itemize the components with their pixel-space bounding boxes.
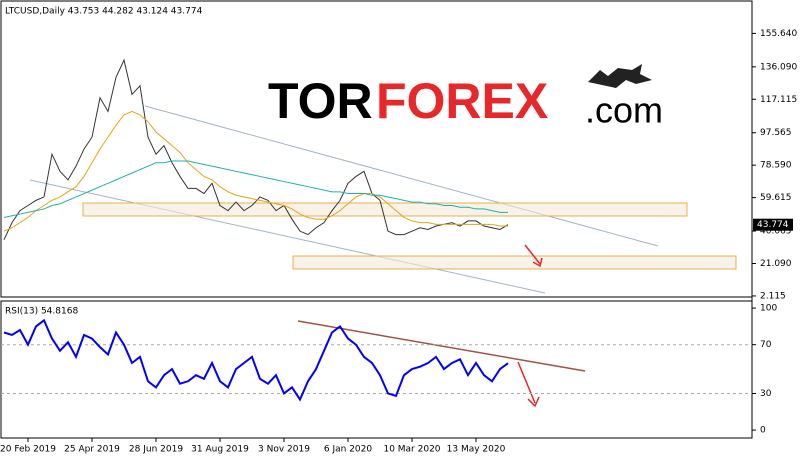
price-panel [0, 0, 753, 298]
logo-bull [588, 64, 652, 88]
x-tick-label: 31 Aug 2019 [191, 445, 249, 455]
y-tick-label: 21.090 [760, 259, 792, 269]
resistance-zone [82, 202, 688, 217]
trend-line [297, 320, 586, 372]
arrow [517, 361, 540, 408]
y-tick-label: 155.640 [760, 29, 797, 39]
x-tick-label: 28 Jun 2019 [129, 445, 183, 455]
series-line [3, 110, 508, 232]
y-tick-label: 0 [760, 426, 766, 436]
series-line [3, 58, 509, 240]
y-tick-label: 30 [760, 389, 772, 399]
price-box [753, 218, 793, 231]
y-tick-label: 2.115 [760, 291, 786, 301]
current-price: 43.774 [757, 220, 789, 230]
y-tick-label: 117.115 [760, 95, 797, 105]
x-tick-label: 10 Mar 2020 [383, 445, 440, 455]
arrow [524, 244, 543, 268]
x-tick-label: 6 Jan 2020 [324, 445, 372, 455]
price-header: LTCUSD,Daily 43.753 44.282 43.124 43.774 [5, 7, 203, 17]
y-tick-label: 59.615 [760, 193, 792, 203]
y-tick-label: 136.090 [760, 62, 797, 72]
x-tick-label: 20 Feb 2019 [0, 445, 56, 455]
channel-line [29, 179, 546, 294]
series-line [3, 318, 509, 402]
y-tick-label: 78.590 [760, 161, 792, 171]
logo-forex: FOREX [376, 73, 548, 129]
logo-tor: TOR [268, 73, 373, 129]
y-tick-label: 70 [760, 340, 772, 350]
y-tick-label: 100 [760, 304, 777, 314]
x-tick-label: 13 May 2020 [447, 445, 506, 455]
y-tick-label: 97.565 [760, 128, 792, 138]
series-line [3, 160, 508, 218]
rsi-header: RSI(13) 54.8168 [5, 307, 78, 317]
logo-com: .com [585, 90, 663, 131]
y-tick-label: 40.065 [760, 227, 792, 237]
x-tick-label: 25 Apr 2019 [64, 445, 120, 455]
channel-line [144, 105, 659, 247]
support-zone [292, 255, 737, 270]
x-tick-label: 3 Nov 2019 [258, 445, 310, 455]
